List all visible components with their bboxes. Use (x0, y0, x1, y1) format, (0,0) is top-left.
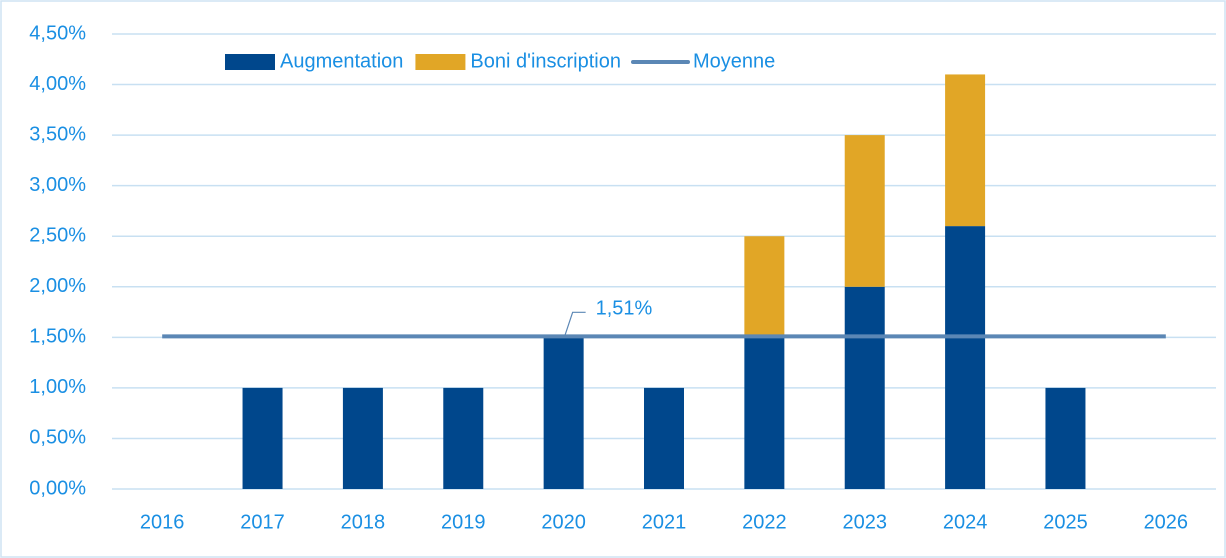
x-tick-label: 2021 (642, 511, 687, 533)
y-tick-label: 4,00% (29, 73, 86, 95)
x-tick-label: 2026 (1144, 511, 1189, 533)
bar (844, 286, 885, 489)
x-tick-label: 2019 (441, 511, 486, 533)
y-tick-label: 2,00% (29, 275, 86, 297)
bar (1045, 387, 1086, 489)
bar (744, 337, 785, 489)
bar (342, 387, 383, 489)
y-tick-label: 1,50% (29, 326, 86, 348)
x-tick-label: 2022 (742, 511, 787, 533)
x-tick-label: 2020 (541, 511, 586, 533)
x-tick-label: 2018 (341, 511, 386, 533)
legend-swatch (225, 54, 275, 70)
bar (844, 135, 885, 287)
bar (443, 387, 484, 489)
x-tick-label: 2025 (1043, 511, 1088, 533)
legend-label: Moyenne (693, 50, 775, 72)
legend-label: Boni d'inscription (470, 50, 621, 72)
x-tick-label: 2016 (140, 511, 185, 533)
x-tick-label: 2023 (842, 511, 887, 533)
y-tick-label: 0,00% (29, 477, 86, 499)
bar (945, 74, 986, 227)
bar (945, 226, 986, 489)
y-tick-label: 0,50% (29, 427, 86, 449)
data-label: 1,51% (596, 298, 653, 320)
bar (644, 387, 684, 489)
y-tick-label: 3,50% (29, 123, 86, 145)
label-leader (564, 311, 586, 337)
y-tick-label: 1,00% (29, 376, 86, 398)
bar (543, 337, 584, 489)
y-tick-label: 4,50% (29, 22, 86, 44)
bar (744, 236, 785, 338)
x-tick-label: 2017 (240, 511, 285, 533)
y-tick-label: 2,50% (29, 225, 86, 247)
bar (242, 387, 283, 489)
legend-swatch (415, 54, 466, 70)
y-tick-label: 3,00% (29, 174, 86, 196)
legend-label: Augmentation (280, 50, 403, 72)
x-tick-label: 2024 (943, 511, 988, 533)
